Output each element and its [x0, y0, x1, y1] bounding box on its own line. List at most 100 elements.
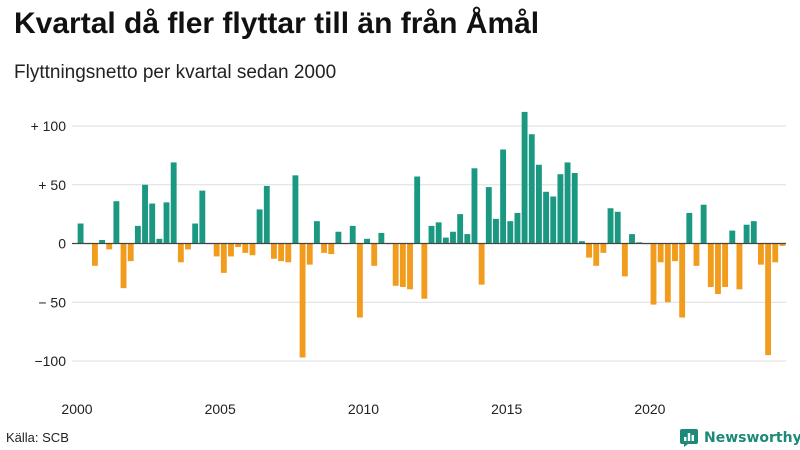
source-note: Källa: SCB	[6, 430, 69, 445]
bar	[99, 239, 105, 244]
bar	[349, 225, 356, 244]
bar	[199, 190, 206, 244]
bar	[528, 134, 535, 244]
bar	[242, 243, 249, 253]
bar	[478, 243, 485, 285]
x-tick-label: 2005	[205, 401, 236, 417]
bar	[535, 164, 542, 244]
bar	[521, 111, 528, 244]
bar	[134, 225, 141, 244]
bar	[779, 243, 786, 246]
bar	[715, 243, 721, 295]
x-tick-label: 2020	[634, 401, 665, 417]
y-tick-label: − 50	[38, 294, 66, 310]
bar	[514, 212, 521, 244]
bar	[600, 243, 607, 253]
brand-name: Newsworthy	[704, 430, 800, 446]
bar	[578, 241, 585, 244]
bar	[421, 243, 428, 299]
chart-subtitle: Flyttningsnetto per kvartal sedan 2000	[14, 62, 337, 83]
bar	[364, 238, 370, 244]
bar	[170, 162, 177, 244]
bar	[414, 176, 421, 244]
bar	[399, 243, 406, 287]
bar	[249, 243, 256, 256]
bar	[292, 175, 299, 244]
x-tick-label: 2015	[491, 401, 522, 417]
y-tick-label: 0	[58, 236, 66, 252]
bar	[700, 204, 707, 244]
bars	[72, 111, 786, 358]
x-axis-tick-labels: 2000 2005 2010 2015 2020	[61, 401, 665, 417]
y-tick-label: −100	[34, 353, 66, 369]
bar	[356, 243, 363, 318]
y-tick-label: + 100	[31, 118, 67, 134]
bar	[113, 201, 120, 244]
bar	[285, 243, 292, 263]
bar	[722, 243, 729, 287]
bar	[629, 234, 635, 244]
bar	[177, 243, 184, 263]
bar	[127, 243, 134, 262]
chart-title: Kvartal då fler flyttar till än från Åmå…	[14, 7, 540, 40]
bar	[664, 243, 671, 303]
bar-chart-badge-icon	[680, 429, 698, 447]
bar	[485, 187, 492, 244]
bar	[571, 173, 578, 244]
bar	[772, 243, 779, 263]
bar	[743, 224, 750, 244]
bar	[428, 225, 435, 244]
bar	[306, 243, 313, 265]
bar	[621, 243, 628, 277]
bar	[729, 230, 736, 244]
bar	[435, 222, 442, 244]
bar	[650, 243, 657, 305]
bar	[507, 221, 514, 244]
bar	[550, 196, 557, 244]
bar	[321, 243, 328, 253]
bar	[120, 243, 127, 289]
bar	[693, 243, 700, 266]
y-axis-tick-labels: + 100 + 50 0 − 50 −100	[31, 118, 67, 369]
bar	[564, 162, 571, 244]
bar	[543, 191, 550, 244]
x-tick-label: 2010	[348, 401, 379, 417]
bar	[464, 234, 471, 244]
bar	[707, 243, 714, 287]
bar	[607, 208, 614, 244]
bar	[765, 243, 772, 356]
bar	[442, 237, 449, 244]
bar	[457, 214, 464, 244]
bar	[106, 243, 113, 250]
bar	[228, 243, 234, 257]
bar	[149, 203, 156, 244]
bar	[586, 243, 592, 258]
bar	[142, 184, 148, 244]
bar	[758, 243, 764, 265]
bar	[213, 243, 220, 257]
bar	[335, 231, 342, 244]
bar	[77, 223, 84, 244]
y-tick-label: + 50	[38, 177, 66, 193]
bar	[593, 243, 600, 266]
bar	[736, 243, 743, 290]
bar	[750, 221, 757, 244]
bar	[192, 223, 199, 244]
bar	[163, 202, 170, 244]
bar	[392, 243, 399, 286]
x-tick-label: 2000	[61, 401, 92, 417]
bar	[313, 221, 320, 244]
bar	[557, 174, 564, 244]
bar	[657, 243, 664, 263]
bar	[672, 243, 678, 262]
bar	[299, 243, 306, 358]
bar	[471, 168, 478, 244]
bar	[614, 211, 621, 244]
gridlines	[72, 125, 786, 362]
bar	[271, 243, 277, 259]
bar	[378, 232, 385, 244]
bar	[156, 238, 163, 244]
bar	[450, 231, 456, 244]
brand-logo: Newsworthy	[679, 427, 800, 449]
bar	[91, 243, 98, 266]
